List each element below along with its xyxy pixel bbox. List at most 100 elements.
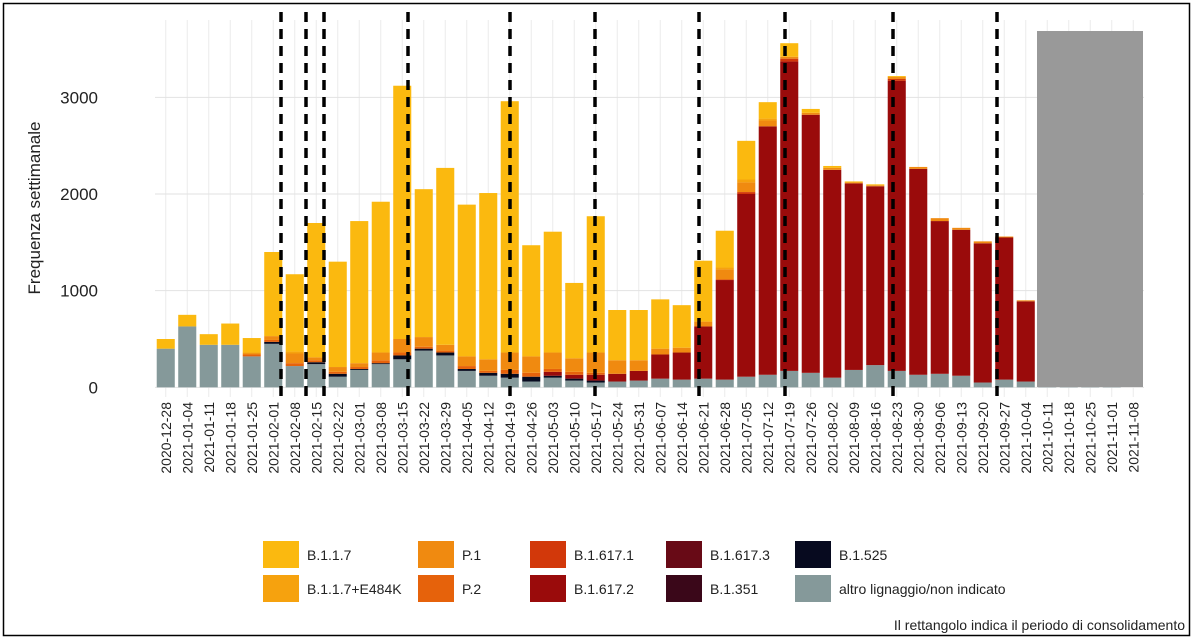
bar-segment [393,352,412,356]
bar-segment [500,377,519,388]
bar-segment [436,167,455,345]
bar-segment [651,378,670,388]
x-tick-label: 2021-08-23 [889,402,905,474]
x-tick-label: 2021-05-10 [566,402,582,474]
x-tick-label: 2021-09-20 [975,402,991,474]
x-tick-label: 2021-08-02 [824,402,840,474]
legend-label: B.1.1.7 [307,547,352,563]
bar-segment [199,344,218,388]
bar-segment [758,126,777,375]
bar-segment [522,376,541,382]
bar-segment [823,377,842,388]
legend-swatch [530,541,566,568]
x-tick-label: 2021-10-04 [1018,402,1034,474]
x-tick-label: 2021-04-05 [459,402,475,474]
bar-segment [371,352,390,361]
bar-segment [694,260,713,322]
bar-segment [823,165,842,168]
bar-segment [1016,301,1035,382]
bar-segment [479,193,498,360]
legend-label: B.1.351 [710,581,758,597]
bar-segment [715,379,734,388]
bar-segment [737,179,756,183]
x-tick-label: 2021-03-22 [416,402,432,474]
bar-segment [285,353,304,364]
bar-segment [715,267,734,270]
bar-segment [543,377,562,388]
bar-segment [930,373,949,388]
bar-segment [543,231,562,353]
bar-segment [479,372,498,376]
bar-segment [694,326,713,379]
bar-segment [758,102,777,119]
bar-segment [414,337,433,347]
legend-swatch [666,575,702,602]
x-tick-label: 2021-05-03 [545,402,561,474]
x-tick-label: 2021-03-08 [373,402,389,474]
bar-segment [995,379,1014,388]
x-tick-label: 2021-02-22 [330,402,346,474]
bar-segment [909,166,928,169]
bar-segment [307,364,326,388]
bar-segment [264,339,283,342]
bar-segment [436,355,455,388]
bar-segment [758,118,777,121]
bar-segment [522,245,541,357]
y-tick-label: 3000 [60,88,98,107]
bar-segment [844,369,863,388]
dashed-lines [279,12,999,397]
x-tick-label: 2021-03-29 [437,402,453,474]
bar-segment [565,380,584,388]
legend-label: P.2 [462,581,481,597]
bar-segment [328,371,347,374]
bar-segment [522,381,541,388]
bar-segment [887,78,906,81]
legend-label: altro lignaggio/non indicato [839,581,1006,597]
bar-segment [715,269,734,280]
bar-segment [371,201,390,353]
x-tick-label: 2021-08-16 [867,402,883,474]
legend-swatch [795,541,831,568]
bar-segment [500,101,519,353]
bar-segment [672,379,691,388]
bar-segment [457,370,476,388]
bar-segment [887,80,906,371]
x-tick-label: 2021-11-01 [1104,402,1120,473]
bar-segment [565,282,584,359]
x-tick-label: 2021-11-08 [1125,402,1141,473]
bar-segment [887,76,906,78]
x-tick-label: 2021-01-04 [179,402,195,474]
bar-segment [694,378,713,388]
bar-segment [565,371,584,375]
bar-segment [371,364,390,388]
bar-segment [801,108,820,113]
bar-segment [909,374,928,388]
bar-segment [264,341,283,344]
legend-swatch [263,541,299,568]
bar-segment [436,350,455,353]
x-tick-label: 2021-03-15 [394,402,410,474]
bar-segment [844,181,863,183]
bar-segment [694,321,713,327]
legend-swatch [263,575,299,602]
legend-swatch [418,541,454,568]
bar-segment [780,61,799,371]
x-tick-label: 2021-04-12 [480,402,496,474]
bar-segment [522,372,541,377]
bar-segment [242,352,261,354]
bar-segment [629,370,648,381]
bar-segment [457,204,476,357]
bar-segment [780,43,799,57]
x-tick-label: 2021-05-17 [588,402,604,474]
y-tick-label: 1000 [60,282,98,301]
x-tick-label: 2021-06-28 [717,402,733,474]
bar-segment [801,372,820,388]
legend-swatch [666,541,702,568]
bar-segment [350,221,369,364]
bar-segment [285,351,304,354]
bar-segment [586,380,605,383]
bar-segment [436,352,455,356]
bar-segment [1016,381,1035,388]
bar-segment [328,261,347,368]
